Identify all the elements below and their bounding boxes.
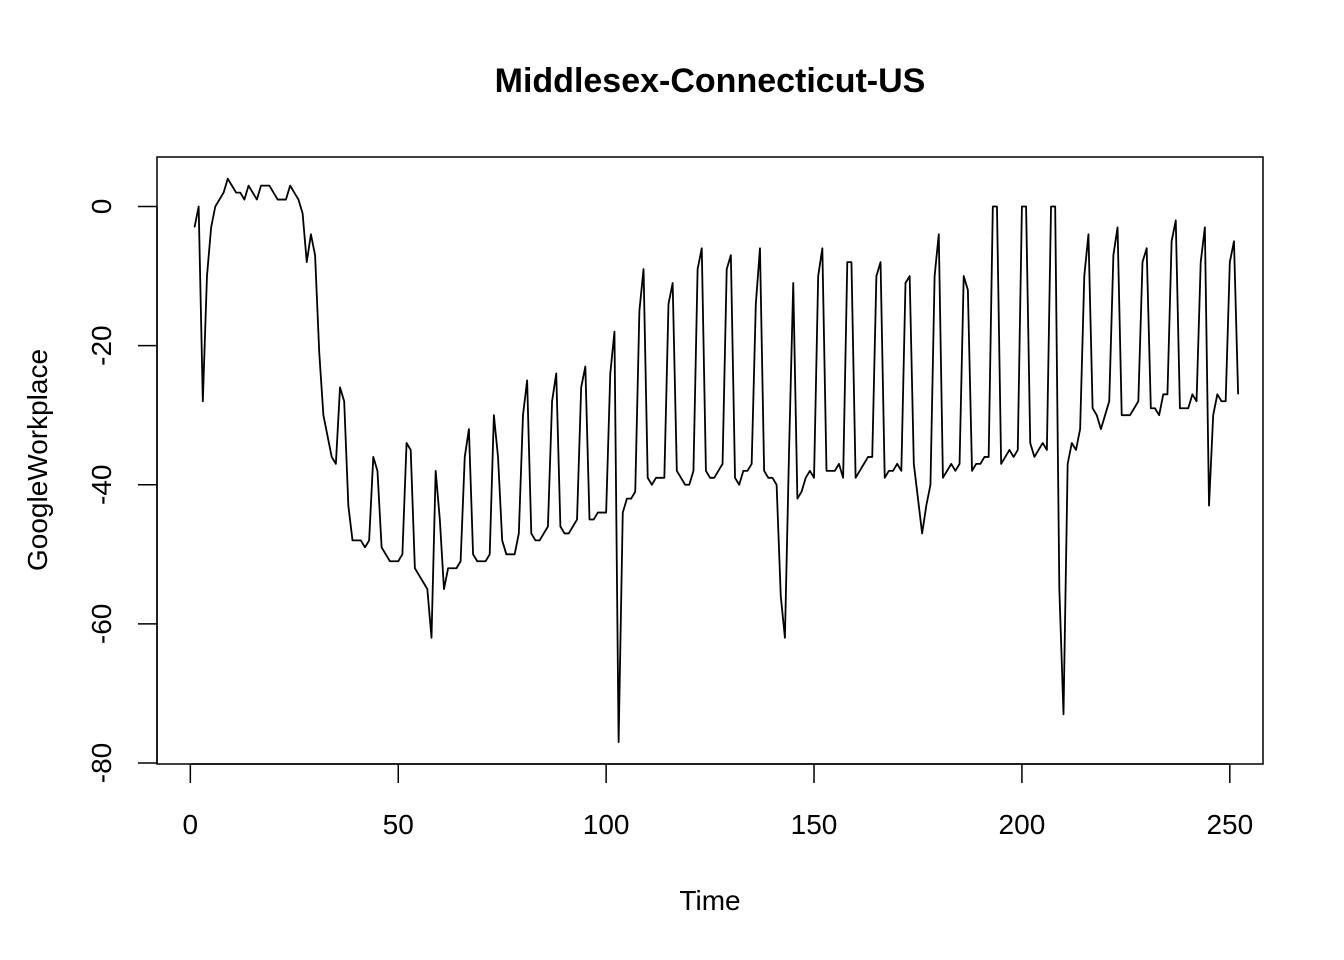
x-tick-label: 50: [383, 809, 414, 840]
y-axis: -80 -60 -40 -20 0: [86, 199, 158, 783]
y-tick-label: -60: [86, 604, 117, 644]
y-tick-label: -20: [86, 325, 117, 365]
chart-title: Middlesex-Connecticut-US: [495, 62, 926, 100]
series-line: [193, 177, 1240, 744]
x-tick-label: 0: [183, 809, 199, 840]
y-tick-label: -40: [86, 465, 117, 505]
x-axis: 0 50 100 150 200 250: [183, 763, 1253, 840]
x-tick-label: 250: [1206, 809, 1253, 840]
y-tick-label: -80: [86, 743, 117, 783]
plot-frame: [156, 156, 1264, 765]
x-tick-label: 200: [999, 809, 1046, 840]
x-tick-label: 150: [791, 809, 838, 840]
y-tick-label: 0: [86, 199, 117, 215]
x-axis-label: Time: [679, 885, 740, 916]
x-tick-label: 100: [583, 809, 630, 840]
y-axis-label: GoogleWorkplace: [22, 349, 53, 571]
